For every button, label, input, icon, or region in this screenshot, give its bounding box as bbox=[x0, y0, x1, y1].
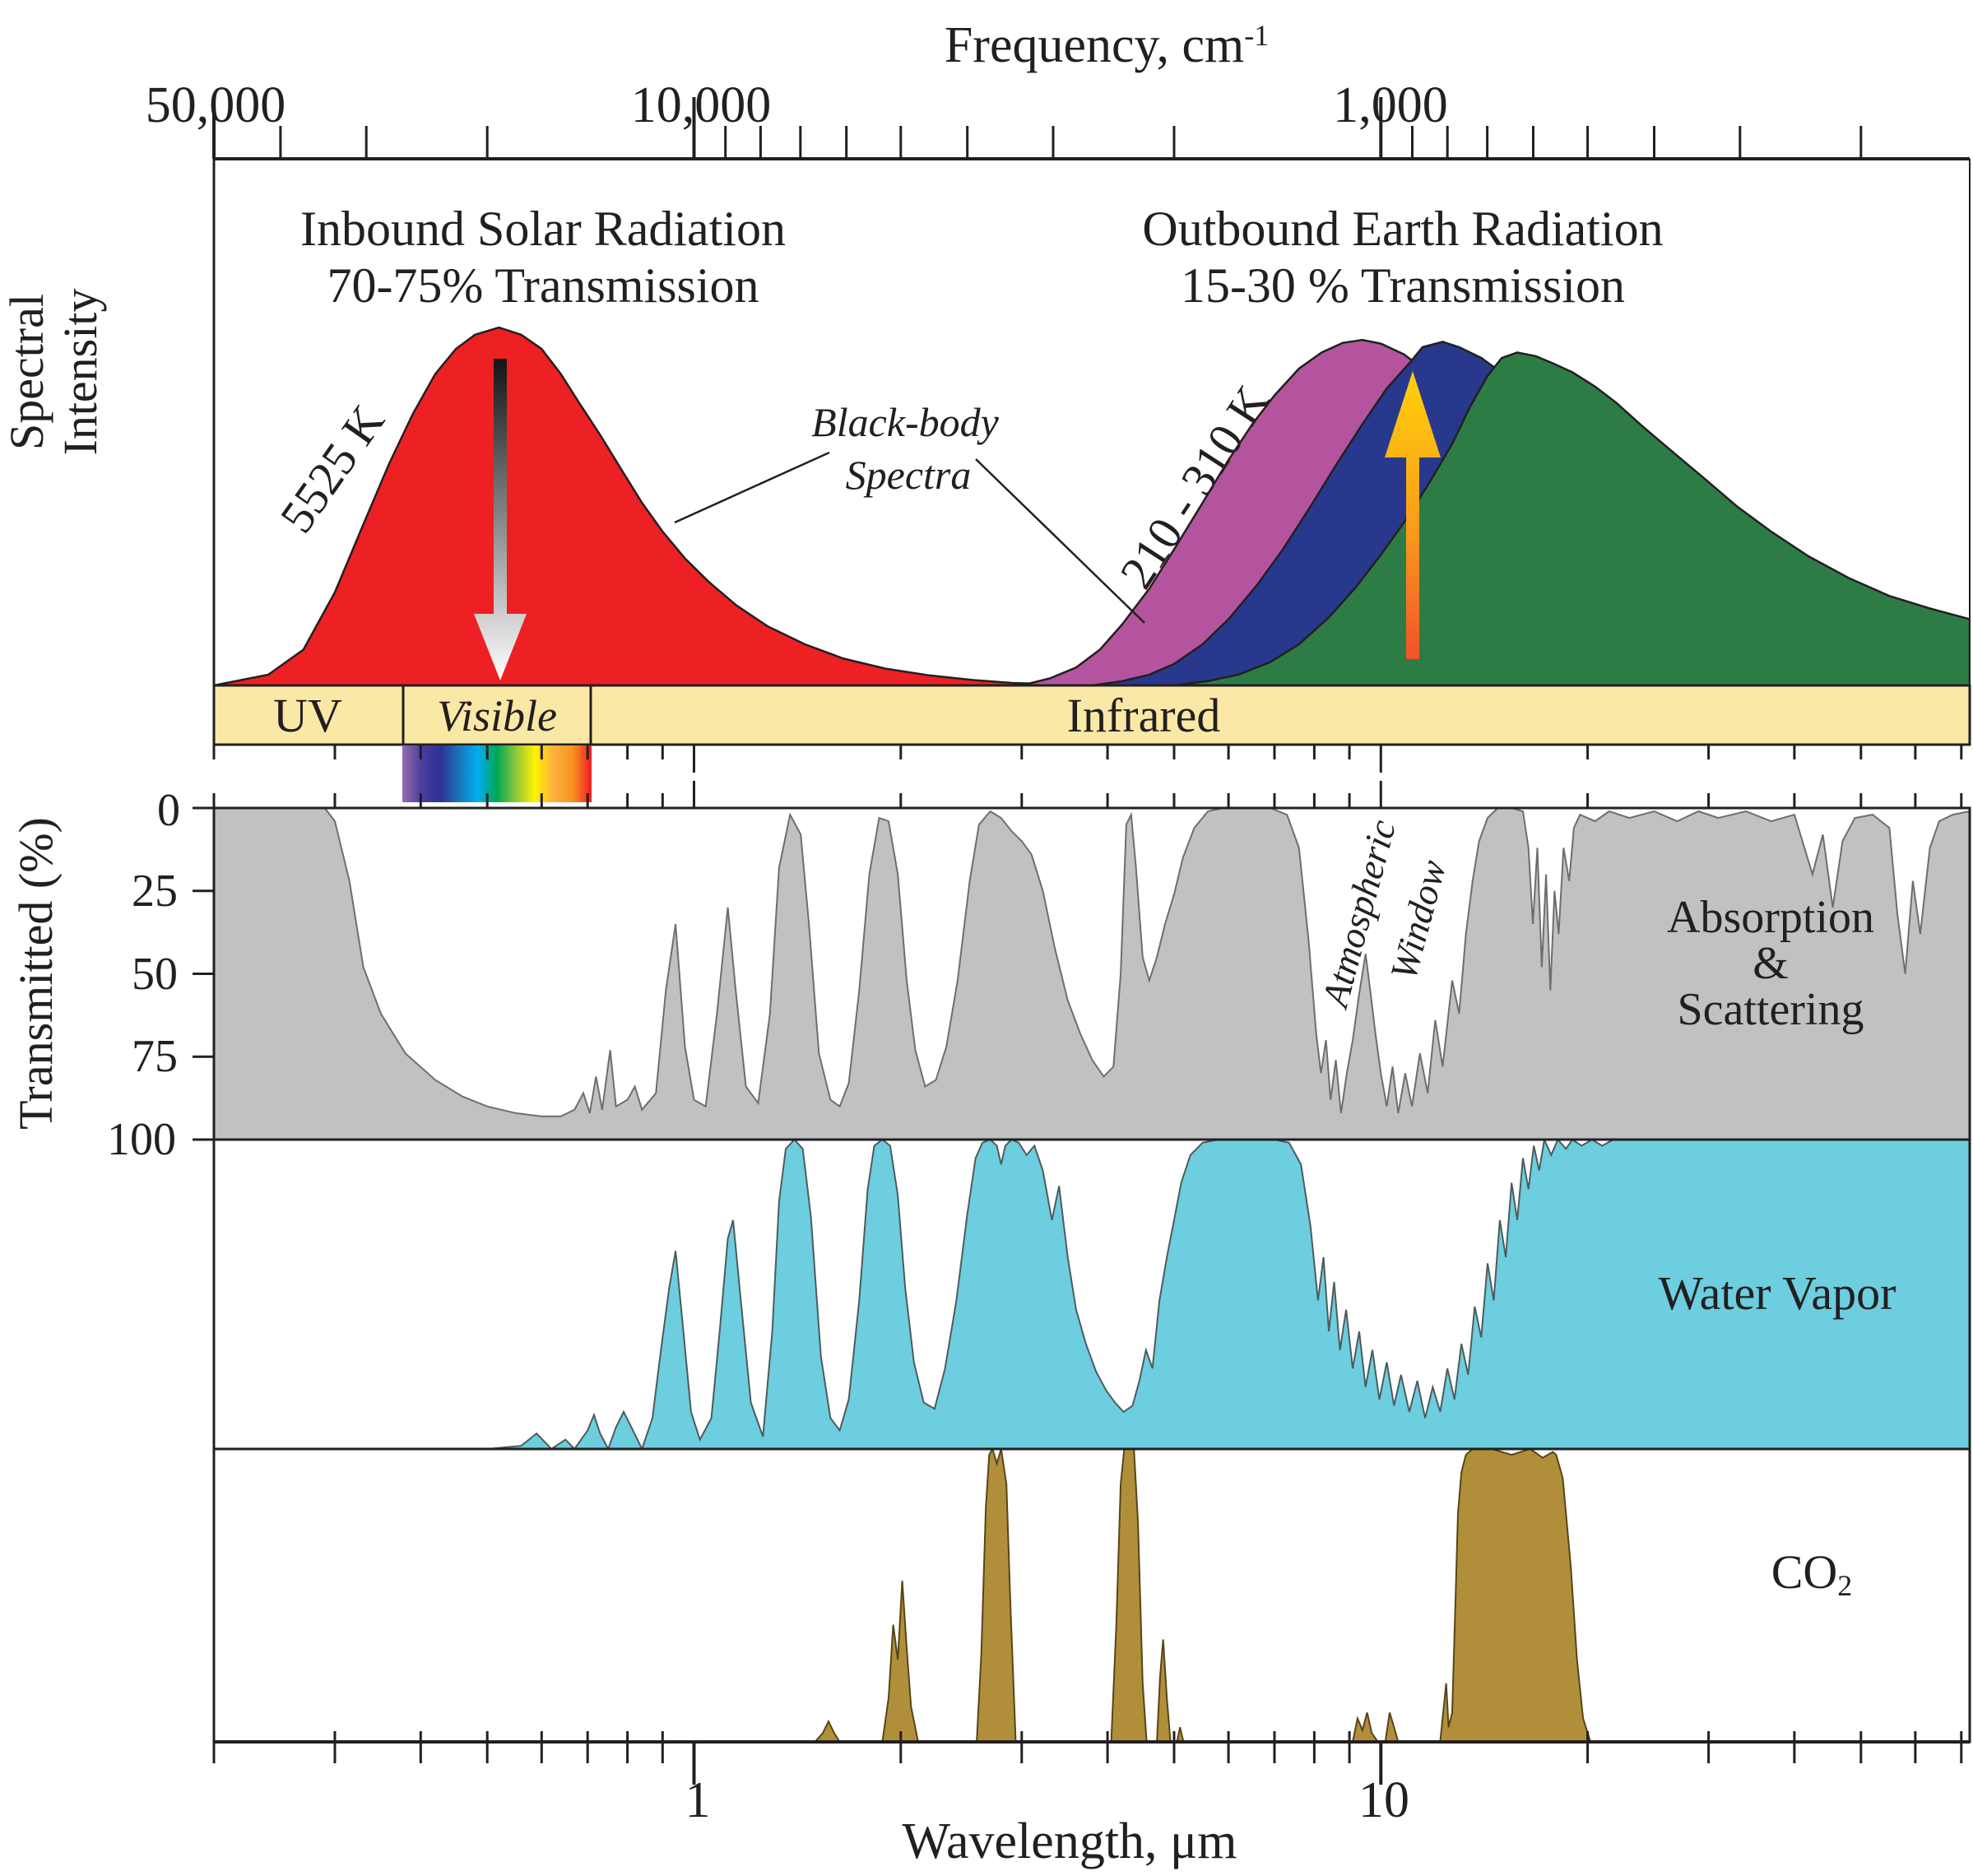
blackbody-label-line1: Black-body bbox=[811, 399, 999, 445]
outbound-title-line2: 15-30 % Transmission bbox=[1180, 258, 1626, 313]
visible-spectrum-rainbow-bar bbox=[402, 745, 592, 802]
wavelength-tick-label-10: 10 bbox=[1358, 1772, 1409, 1828]
transmitted-tick-0: 0 bbox=[157, 785, 180, 836]
solar-curve bbox=[214, 326, 1175, 685]
band-label-visible: Visible bbox=[437, 691, 557, 741]
spectral-intensity-axis-label: Spectral Intensity bbox=[0, 288, 108, 456]
transmitted-ticks bbox=[193, 806, 214, 1141]
frequency-axis-title-exponent: -1 bbox=[1244, 19, 1270, 53]
spectral-intensity-line1: Spectral bbox=[0, 293, 54, 451]
blackbody-spectra-group bbox=[214, 326, 1970, 685]
blackbody-pointer-right bbox=[975, 458, 1145, 624]
spectral-band-strip bbox=[212, 684, 1971, 746]
frequency-ticks bbox=[212, 97, 1863, 159]
wavelength-tick-label-1: 1 bbox=[685, 1772, 711, 1828]
transmitted-tick-100: 100 bbox=[107, 1114, 176, 1165]
water-vapor-group bbox=[214, 1140, 1970, 1449]
water-vapor-label: Water Vapor bbox=[1658, 1266, 1896, 1320]
earth-210k-curve bbox=[1173, 351, 1970, 685]
blackbody-label-line2: Spectra bbox=[845, 452, 972, 498]
absorption-scattering-group bbox=[214, 808, 1970, 1140]
transmitted-tick-25: 25 bbox=[132, 866, 178, 917]
transmitted-axis-label: Transmitted (%) bbox=[9, 817, 63, 1130]
frequency-axis-title-text: Frequency, cm bbox=[944, 17, 1245, 73]
wavelength-ticks-bottom bbox=[212, 1731, 1963, 1785]
frequency-axis-title: Frequency, cm-1 bbox=[945, 20, 1269, 71]
inbound-title-line2: 70-75% Transmission bbox=[327, 258, 759, 313]
transmitted-tick-50: 50 bbox=[132, 949, 178, 1000]
earth-up-arrow bbox=[1385, 371, 1441, 659]
absorption-label-line1: Absorption bbox=[1667, 892, 1874, 943]
co2-label-main: CO bbox=[1771, 1545, 1838, 1600]
transmitted-tick-75: 75 bbox=[132, 1031, 178, 1082]
band-label-infrared: Infrared bbox=[1066, 689, 1221, 742]
freq-tick-label-10000: 10,000 bbox=[630, 77, 772, 133]
absorption-label-line3: Scattering bbox=[1677, 984, 1864, 1035]
inbound-title-line1: Inbound Solar Radiation bbox=[300, 202, 786, 256]
co2-panel bbox=[212, 1447, 1971, 1744]
co2-spectrum bbox=[214, 1449, 1970, 1742]
freq-tick-label-1000: 1,000 bbox=[1333, 77, 1448, 133]
absorption-scattering-spectrum bbox=[214, 808, 1970, 1140]
water-vapor-spectrum bbox=[214, 1140, 1970, 1449]
solar-down-arrow bbox=[474, 359, 527, 680]
co2-group bbox=[214, 1449, 1970, 1742]
outbound-title-line1: Outbound Earth Radiation bbox=[1142, 202, 1664, 256]
band-label-uv: UV bbox=[273, 689, 342, 742]
co2-label: CO2 bbox=[1771, 1549, 1853, 1601]
co2-label-subscript: 2 bbox=[1837, 1569, 1853, 1603]
blackbody-pointer-left bbox=[674, 451, 830, 524]
freq-tick-label-50000: 50,000 bbox=[145, 77, 286, 133]
spectral-intensity-line2: Intensity bbox=[53, 288, 107, 456]
wavelength-axis-title: Wavelength, μm bbox=[902, 1813, 1237, 1869]
wavelength-ticks-upper bbox=[212, 745, 1963, 808]
absorption-label-line2: & bbox=[1752, 938, 1789, 989]
